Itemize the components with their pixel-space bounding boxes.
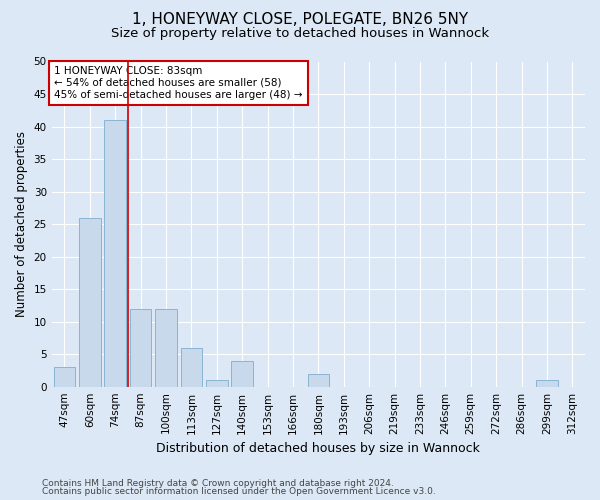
Bar <box>155 308 177 386</box>
Text: Size of property relative to detached houses in Wannock: Size of property relative to detached ho… <box>111 28 489 40</box>
X-axis label: Distribution of detached houses by size in Wannock: Distribution of detached houses by size … <box>157 442 480 455</box>
Text: Contains public sector information licensed under the Open Government Licence v3: Contains public sector information licen… <box>42 488 436 496</box>
Bar <box>232 360 253 386</box>
Bar <box>53 367 75 386</box>
Text: Contains HM Land Registry data © Crown copyright and database right 2024.: Contains HM Land Registry data © Crown c… <box>42 478 394 488</box>
Y-axis label: Number of detached properties: Number of detached properties <box>15 131 28 317</box>
Bar <box>104 120 126 386</box>
Text: 1 HONEYWAY CLOSE: 83sqm
← 54% of detached houses are smaller (58)
45% of semi-de: 1 HONEYWAY CLOSE: 83sqm ← 54% of detache… <box>55 66 303 100</box>
Bar <box>79 218 101 386</box>
Bar <box>206 380 227 386</box>
Bar <box>181 348 202 387</box>
Bar <box>308 374 329 386</box>
Bar <box>536 380 557 386</box>
Bar <box>130 308 151 386</box>
Text: 1, HONEYWAY CLOSE, POLEGATE, BN26 5NY: 1, HONEYWAY CLOSE, POLEGATE, BN26 5NY <box>132 12 468 28</box>
